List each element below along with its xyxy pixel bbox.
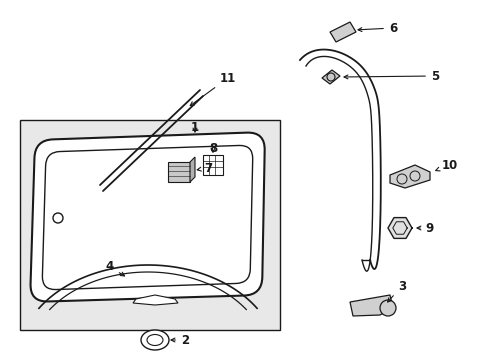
Ellipse shape — [141, 330, 169, 350]
Polygon shape — [321, 70, 339, 84]
Text: 9: 9 — [416, 221, 433, 234]
Text: 2: 2 — [171, 333, 189, 346]
Text: 3: 3 — [387, 279, 405, 302]
Bar — [168, 162, 190, 182]
Text: 8: 8 — [208, 141, 217, 154]
Polygon shape — [190, 157, 195, 182]
Polygon shape — [349, 295, 392, 316]
Text: 7: 7 — [197, 162, 212, 175]
Polygon shape — [133, 295, 178, 305]
PathPatch shape — [30, 132, 264, 301]
Polygon shape — [389, 165, 429, 188]
Text: 5: 5 — [344, 69, 438, 82]
Text: 6: 6 — [357, 22, 396, 35]
Polygon shape — [329, 22, 355, 42]
Polygon shape — [387, 217, 411, 238]
Bar — [203, 155, 223, 175]
Text: 1: 1 — [190, 121, 199, 134]
Text: 10: 10 — [435, 158, 457, 171]
Circle shape — [379, 300, 395, 316]
Text: 4: 4 — [106, 261, 124, 276]
Text: 11: 11 — [190, 72, 236, 105]
Bar — [20, 120, 280, 330]
